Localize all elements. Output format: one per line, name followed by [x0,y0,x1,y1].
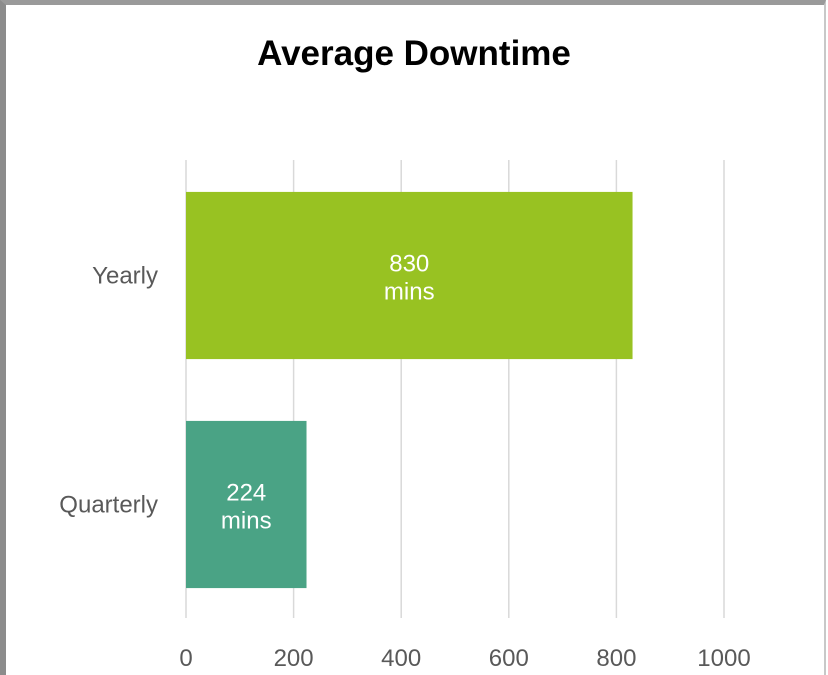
category-label: Quarterly [59,492,158,519]
x-tick-label: 600 [489,645,529,672]
data-label-unit: mins [221,508,272,535]
x-tick-label: 0 [179,645,192,672]
data-label-value: 224 [226,480,266,507]
category-labels: Yearly Quarterly [59,263,158,519]
bar [186,191,633,360]
data-label-unit: mins [384,279,435,306]
category-label: Yearly [92,263,158,290]
x-axis-ticks: 0 200 400 600 800 1000 [179,645,750,672]
data-label-value: 830 [389,251,429,278]
x-tick-label: 400 [381,645,421,672]
chart-title: Average Downtime [257,34,571,73]
x-tick-label: 1000 [697,645,750,672]
x-tick-label: 200 [274,645,314,672]
x-tick-label: 800 [596,645,636,672]
bar [186,420,307,589]
